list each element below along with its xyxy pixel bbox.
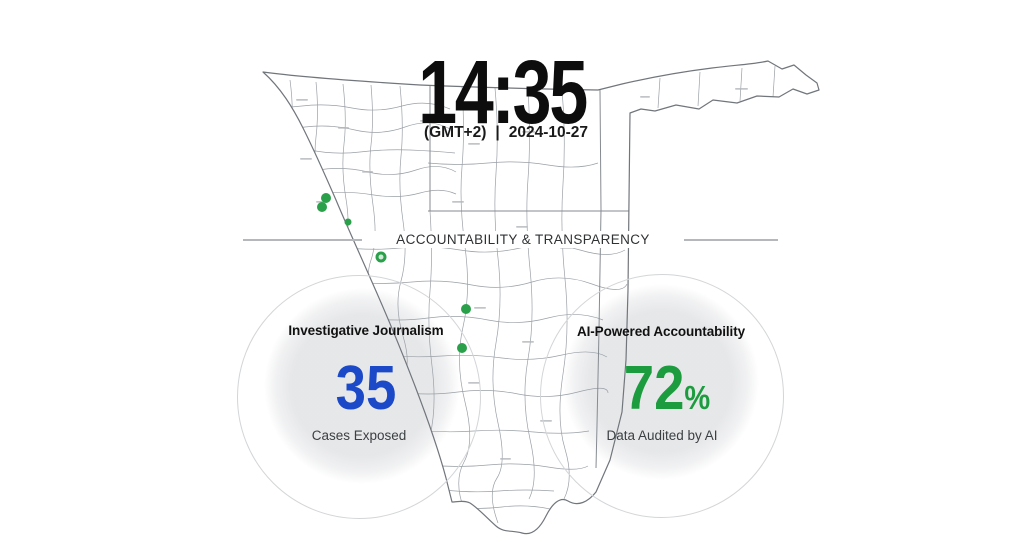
map-marker [321, 193, 331, 203]
right-stat-title: AI-Powered Accountability [576, 324, 746, 339]
map-marker [461, 304, 471, 314]
map-marker [317, 202, 327, 212]
right-stat-unit: % [684, 379, 711, 416]
right-stat-circle-ring [540, 274, 784, 518]
right-stat-caption: Data Audited by AI [606, 428, 718, 443]
map-marker [344, 218, 352, 226]
left-stat-circle-ring [237, 275, 481, 519]
map-marker-ring-center [378, 254, 384, 260]
left-stat-caption: Cases Exposed [311, 428, 407, 443]
clock-subline: (GMT+2) | 2024-10-27 [356, 124, 656, 142]
date-label: 2024-10-27 [508, 124, 589, 141]
left-stat-value: 35 [335, 354, 397, 423]
right-stat-value: 72% [579, 358, 755, 420]
timezone-label: (GMT+2) [423, 124, 487, 141]
banner-label: ACCOUNTABILITY & TRANSPARENCY [362, 231, 684, 248]
right-stat-number: 72 [623, 354, 685, 423]
time-display: 14:35 [418, 43, 588, 143]
clock-separator: | [495, 124, 500, 141]
left-stat-title: Investigative Journalism [288, 323, 444, 338]
